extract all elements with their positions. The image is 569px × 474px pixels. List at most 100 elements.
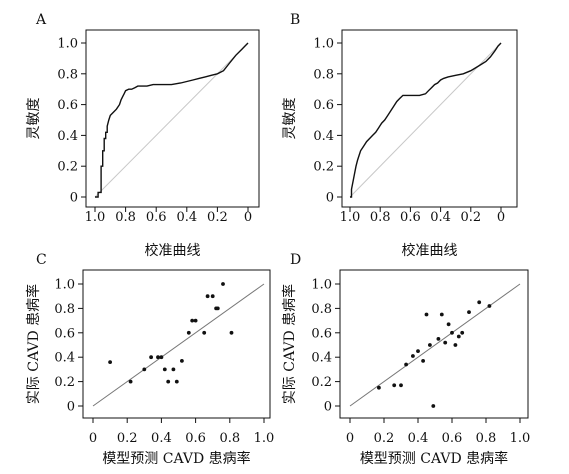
- y-axis-title: 灵敏度: [26, 98, 42, 140]
- chart-panel-a: A 0 0.2 0.4 0.6 0.8 1.0 1.0 0.8 0.6 0.4 0.2 0 校准曲线 灵敏度: [26, 12, 260, 259]
- x-tick-label: 1.0: [254, 431, 275, 446]
- roc-curve: [350, 42, 502, 198]
- plot-frame: [341, 29, 518, 208]
- scatter-point: [399, 383, 403, 388]
- scatter-point: [174, 379, 179, 384]
- plot-frame: [82, 269, 271, 419]
- y-tick-label: 1.0: [313, 37, 334, 52]
- scatter-point: [467, 310, 471, 314]
- scatter-point: [460, 330, 465, 335]
- scatter-point: [205, 294, 210, 299]
- scatter-point: [377, 385, 381, 390]
- x-tick-label: 1.0: [85, 210, 106, 225]
- x-tick-label: 0.2: [207, 210, 228, 225]
- x-tick-label: 0.8: [476, 431, 497, 446]
- x-tick-label: 1.0: [340, 210, 361, 225]
- scatter-point: [450, 330, 454, 335]
- y-tick-label: 0.6: [311, 326, 332, 341]
- y-tick-label: 0: [326, 191, 334, 206]
- scatter-point: [159, 355, 164, 360]
- scatter-point: [215, 306, 220, 311]
- scatter-point: [416, 349, 420, 353]
- y-tick-label: 0.8: [54, 302, 75, 317]
- y-tick-label: 0: [324, 400, 332, 415]
- y-tick-label: 0.2: [57, 160, 78, 175]
- y-tick-label: 0.6: [57, 98, 78, 113]
- x-tick-label: 0.8: [370, 210, 391, 225]
- chart-panel-b: B 0 0.2 0.4 0.6 0.8 1.0 1.0 0.8 0.6 0.4 0.2 0 校准曲线 灵敏度: [282, 12, 518, 259]
- scatter-point: [431, 404, 436, 408]
- x-tick-label: 0: [497, 210, 505, 225]
- panel-label: A: [35, 12, 47, 28]
- x-axis-title: 模型预测 CAVD 患病率: [102, 450, 250, 467]
- scatter-point: [166, 379, 171, 384]
- x-tick-label: 0.6: [442, 431, 463, 446]
- x-tick-label: 0.6: [146, 210, 167, 225]
- scatter-point: [156, 355, 160, 360]
- scatter-point: [108, 360, 112, 364]
- reference-diagonal: [349, 283, 521, 407]
- x-axis-title: 校准曲线: [145, 242, 201, 259]
- y-tick-label: 1.0: [57, 37, 78, 52]
- y-tick-label: 0.8: [57, 67, 78, 82]
- scatter-point: [487, 304, 492, 308]
- scatter-point: [477, 300, 482, 305]
- scatter-point: [142, 367, 147, 372]
- scatter-point: [210, 294, 215, 299]
- y-tick-label: 0.8: [311, 302, 332, 317]
- reference-diagonal: [94, 42, 249, 198]
- x-axis-title: 校准曲线: [402, 242, 458, 259]
- y-tick-label: 0.6: [313, 98, 334, 113]
- x-axis-title: 模型预测 CAVD 患病率: [360, 450, 508, 467]
- x-tick-label: 0: [346, 431, 354, 446]
- scatter-point: [171, 367, 176, 372]
- panel-label: C: [36, 252, 47, 268]
- x-tick-label: 0: [244, 210, 252, 225]
- y-tick-label: 0.2: [313, 160, 334, 175]
- y-tick-label: 0.8: [313, 67, 334, 82]
- scatter-point: [424, 312, 429, 317]
- panel-label: B: [290, 12, 300, 28]
- scatter-point: [229, 330, 234, 335]
- scatter-point: [443, 340, 448, 345]
- y-axis-title: 实际 CAVD 患病率: [25, 284, 42, 404]
- scatter-point: [453, 343, 458, 347]
- y-tick-label: 0: [67, 400, 75, 415]
- scatter-point: [421, 359, 425, 363]
- scatter-point: [186, 330, 191, 335]
- scatter-point: [180, 359, 184, 363]
- scatter-point: [128, 379, 133, 384]
- y-tick-label: 0.4: [313, 129, 334, 144]
- y-axis-title: 灵敏度: [282, 98, 298, 140]
- y-tick-label: 0.2: [54, 375, 75, 390]
- scatter-point: [404, 362, 408, 367]
- reference-diagonal: [349, 42, 502, 198]
- x-tick-label: 0.4: [176, 210, 197, 225]
- plot-frame: [85, 29, 260, 208]
- y-tick-label: 0.6: [54, 326, 75, 341]
- x-tick-label: 0.4: [430, 210, 451, 225]
- scatter-point: [221, 282, 225, 286]
- scatter-point: [446, 322, 451, 327]
- scatter-point: [439, 312, 444, 317]
- scatter-point: [202, 330, 207, 335]
- scatter-point: [428, 343, 432, 347]
- scatter-point: [193, 318, 198, 323]
- x-tick-label: 0.6: [185, 431, 206, 446]
- x-tick-label: 0.2: [374, 431, 395, 446]
- chart-panel-c: C 0 0.2 0.4 0.6 0.8 1.0 0 0.2 0.4 0.6 0.8 1.0 模型预测 CA…: [25, 252, 274, 467]
- y-axis-title: 实际 CAVD 患病率: [281, 284, 298, 404]
- scatter-point: [456, 334, 461, 339]
- y-tick-label: 1.0: [311, 278, 332, 293]
- y-tick-label: 0: [70, 191, 78, 206]
- x-tick-label: 1.0: [510, 431, 531, 446]
- scatter-point: [162, 367, 167, 372]
- scatter-point: [190, 318, 195, 323]
- x-tick-label: 0.4: [408, 431, 429, 446]
- x-tick-label: 0.6: [400, 210, 421, 225]
- y-tick-label: 0.2: [311, 375, 332, 390]
- x-tick-label: 0.2: [117, 431, 138, 446]
- y-tick-label: 0.4: [311, 351, 332, 366]
- x-tick-label: 0.2: [460, 210, 481, 225]
- y-tick-label: 0.4: [54, 351, 75, 366]
